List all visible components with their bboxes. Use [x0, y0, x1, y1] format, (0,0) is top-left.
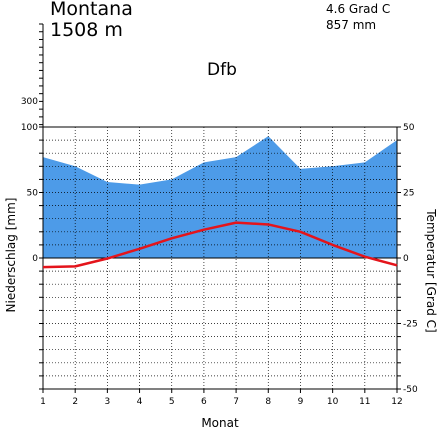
precip-tick-label: 100	[21, 123, 38, 133]
temp-tick-label: -25	[403, 320, 418, 330]
station-name: Montana	[50, 0, 133, 20]
precipitation-area-layer	[43, 136, 397, 258]
temperature-line-layer	[42, 221, 398, 269]
precip-tick-label: 50	[27, 189, 39, 199]
month-tick-label: 6	[201, 397, 207, 407]
month-tick-label: 12	[391, 397, 402, 407]
temp-tick-label: 25	[403, 189, 414, 199]
month-tick-label: 1	[40, 397, 46, 407]
temp-tick-label: 0	[403, 254, 409, 264]
y-axis-label-temperature: Temperatur [Grad C]	[424, 209, 437, 333]
temp-tick-label: 50	[403, 123, 415, 133]
month-tick-label: 4	[137, 397, 143, 407]
precip-tick-label: 0	[32, 254, 38, 264]
temp-tick-label: -50	[403, 385, 418, 395]
annual-mean-temperature: 4.6 Grad C	[326, 2, 391, 16]
grid-layer	[42, 126, 398, 390]
month-tick-label: 5	[169, 397, 175, 407]
month-tick-label: 10	[327, 397, 339, 407]
temperature-line	[42, 221, 398, 269]
month-tick-label: 11	[359, 397, 370, 407]
month-tick-label: 2	[72, 397, 78, 407]
precipitation-area	[43, 136, 397, 258]
annual-precipitation: 857 mm	[326, 18, 377, 32]
month-tick-label: 8	[265, 397, 271, 407]
koppen-climate-class: Dfb	[207, 60, 237, 80]
month-tick-label: 7	[233, 397, 239, 407]
station-elevation: 1508 m	[50, 19, 123, 41]
y-axis-label-precipitation: Niederschlag [mm]	[4, 197, 18, 313]
month-tick-label: 3	[104, 397, 110, 407]
x-axis-label: Monat	[201, 416, 239, 430]
month-tick-label: 9	[298, 397, 304, 407]
precip-tick-label: 300	[21, 97, 38, 107]
